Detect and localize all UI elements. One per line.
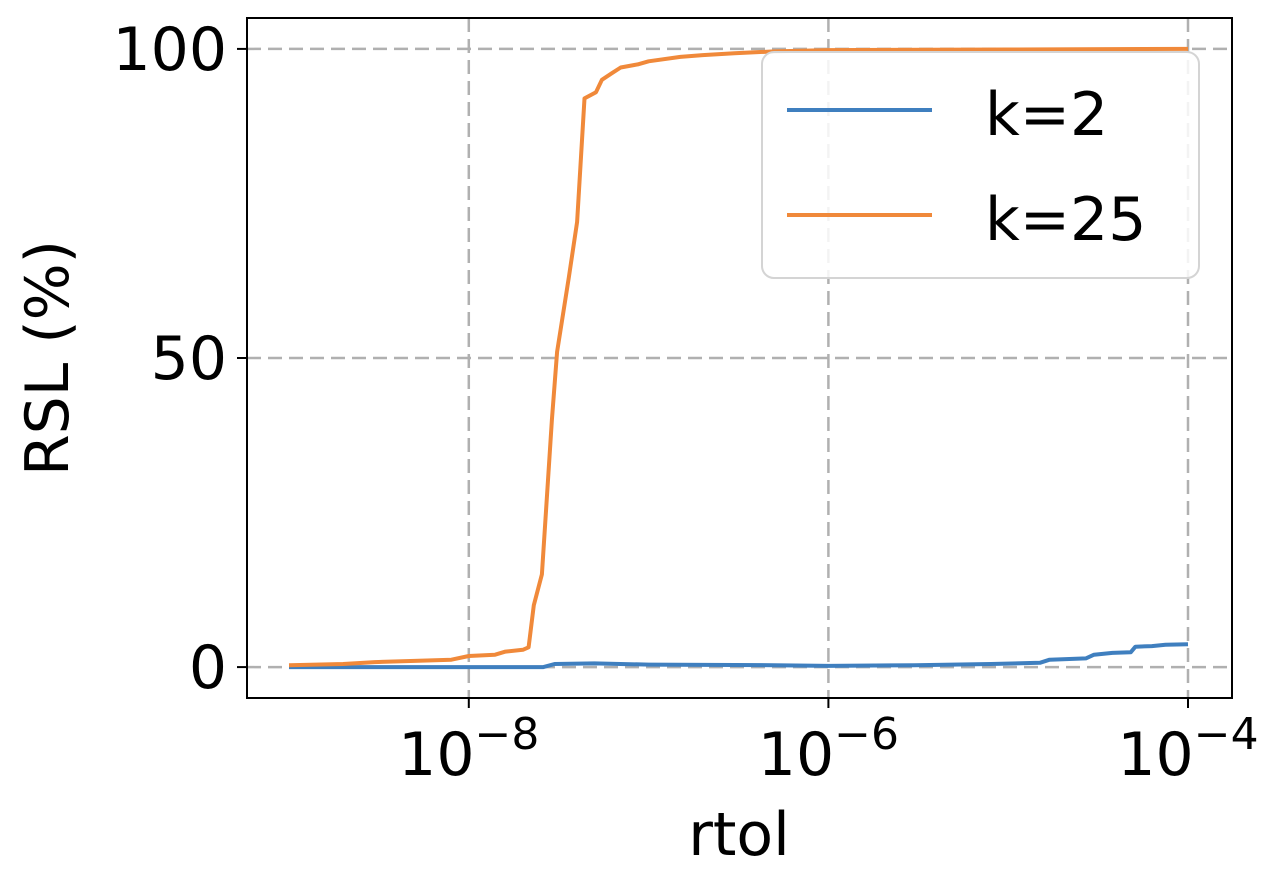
- y-axis-label: RSL (%): [13, 240, 83, 476]
- y-tick-label: 100: [112, 15, 227, 85]
- series-line-k2: [289, 642, 1189, 670]
- y-tick-label: 50: [151, 324, 227, 394]
- y-tick-label: 0: [189, 633, 227, 703]
- x-axis-label: rtol: [688, 800, 790, 870]
- series-lines: [288, 46, 1189, 670]
- axis-ticks: 10−8 10−6 10−4 0 50 100: [112, 15, 1258, 790]
- series-line-k25: [288, 46, 1189, 668]
- x-tick-label: 10−4: [1117, 709, 1258, 790]
- x-tick-label: 10−6: [758, 709, 899, 790]
- legend: k=2 k=25: [761, 51, 1200, 279]
- legend-label-k25: k=25: [985, 185, 1146, 255]
- x-tick-label: 10−8: [398, 709, 539, 790]
- legend-label-k2: k=2: [985, 80, 1108, 150]
